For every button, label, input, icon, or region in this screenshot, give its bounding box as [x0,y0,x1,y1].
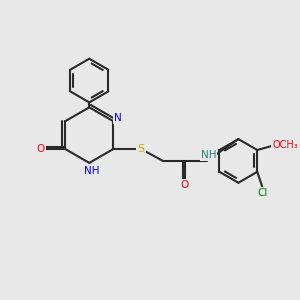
Text: O: O [36,144,45,154]
Text: OCH₃: OCH₃ [272,140,298,150]
Text: N: N [114,113,122,123]
Text: NH: NH [83,166,99,176]
Text: S: S [138,144,145,154]
Text: O: O [181,180,189,190]
Text: Cl: Cl [257,188,267,198]
Text: NH: NH [201,150,216,160]
